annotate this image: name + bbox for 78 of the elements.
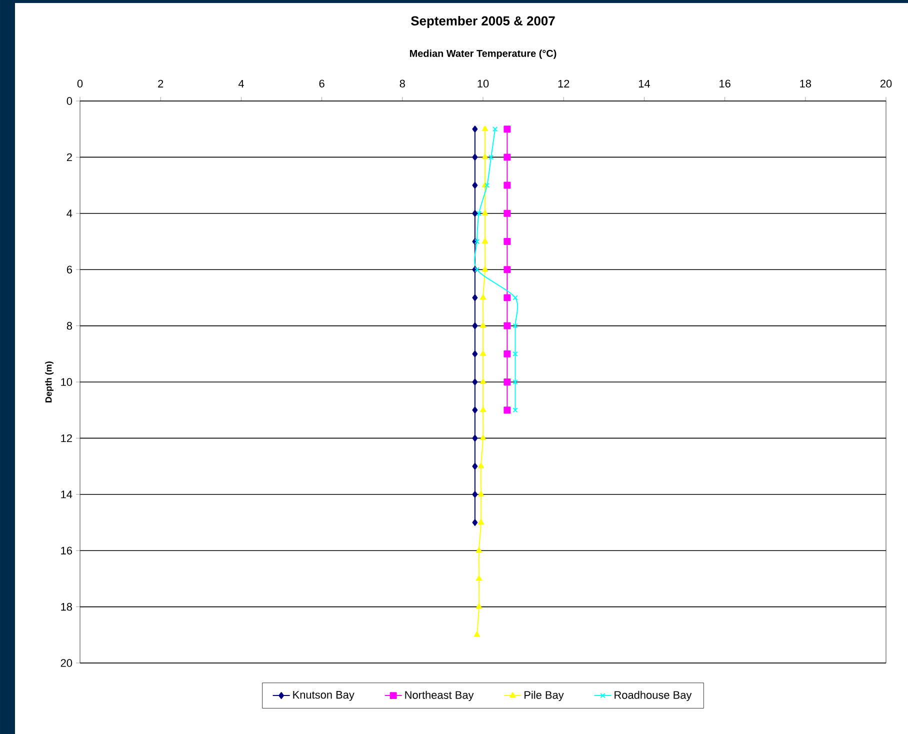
- point: [478, 519, 484, 524]
- point: [476, 547, 482, 553]
- point: [472, 462, 478, 470]
- point: [476, 603, 482, 609]
- point: [504, 154, 511, 161]
- point: [480, 322, 486, 328]
- x-tick-label: 6: [319, 80, 324, 88]
- point: [472, 519, 478, 526]
- point: [504, 378, 511, 386]
- x-axis-title: Median Water Temperature (°C): [410, 50, 556, 59]
- y-tick-label: 6: [66, 266, 72, 274]
- legend-label: Pile Bay: [524, 690, 564, 702]
- point: [512, 351, 518, 357]
- y-tick-label: 14: [61, 490, 72, 498]
- point: [472, 350, 478, 358]
- point: [504, 210, 511, 217]
- point: [504, 322, 511, 330]
- y-tick-label: 2: [66, 153, 72, 162]
- point: [476, 575, 482, 581]
- point: [472, 406, 478, 414]
- y-tick-label: 10: [61, 378, 72, 386]
- point: [482, 238, 488, 244]
- point: [472, 126, 478, 133]
- x-tick-label: 18: [800, 80, 812, 88]
- point: [472, 154, 478, 161]
- chart-title: September 2005 & 2007: [411, 16, 555, 28]
- point: [512, 323, 518, 328]
- point: [480, 378, 486, 384]
- point: [472, 378, 478, 386]
- legend-label: Roadhouse Bay: [614, 690, 692, 702]
- point: [482, 210, 488, 216]
- point: [472, 182, 478, 189]
- x-tick-label: 8: [400, 80, 405, 88]
- point: [504, 406, 511, 414]
- y-tick-label: 0: [66, 97, 72, 105]
- point: [504, 350, 511, 358]
- x-tick-label: 10: [478, 80, 489, 88]
- point: [504, 266, 511, 274]
- y-tick-label: 4: [66, 210, 72, 218]
- y-tick-label: 18: [61, 602, 72, 611]
- y-tick-label: 8: [66, 322, 72, 330]
- legend-label: Northeast Bay: [405, 690, 474, 702]
- y-tick-label: 16: [61, 546, 72, 554]
- point: [480, 406, 486, 412]
- point: [480, 350, 486, 356]
- y-axis-title: Depth (m): [45, 362, 54, 402]
- x-tick-label: 14: [638, 80, 650, 88]
- point: [472, 490, 478, 498]
- point: [488, 154, 494, 160]
- point: [480, 294, 486, 300]
- point: [472, 434, 478, 442]
- point: [512, 295, 518, 300]
- point: [480, 434, 486, 440]
- y-tick-label: 12: [61, 434, 72, 442]
- y-tick-label: 20: [60, 659, 72, 667]
- x-tick-label: 12: [558, 80, 570, 88]
- legend-label: Knutson Bay: [293, 691, 354, 701]
- point: [484, 182, 490, 188]
- x-tick-label: 2: [158, 80, 164, 88]
- point: [512, 379, 518, 385]
- point: [482, 266, 488, 272]
- x-tick-label: 4: [238, 80, 244, 88]
- x-tick-label: 16: [720, 80, 730, 88]
- point: [472, 294, 478, 302]
- point: [472, 210, 478, 217]
- point: [504, 294, 511, 302]
- point: [504, 238, 511, 245]
- point: [504, 126, 511, 133]
- point: [474, 631, 480, 637]
- point: [482, 154, 488, 160]
- point: [482, 126, 488, 132]
- x-tick-label: 20: [880, 80, 892, 88]
- point: [504, 182, 511, 189]
- point: [476, 210, 482, 216]
- x-tick-label: 0: [77, 80, 83, 88]
- point: [478, 462, 484, 468]
- point: [478, 490, 484, 496]
- point: [472, 322, 478, 330]
